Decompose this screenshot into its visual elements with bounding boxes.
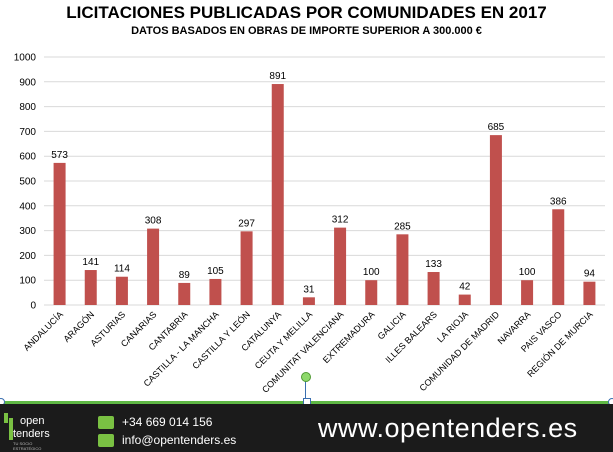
- bar: [209, 278, 222, 305]
- bar: [396, 234, 409, 305]
- bar: [489, 135, 502, 305]
- bar: [583, 281, 596, 305]
- y-tick-label: 600: [19, 152, 36, 163]
- bar: [178, 282, 191, 305]
- bar: [521, 280, 534, 305]
- rotate-handle[interactable]: [301, 372, 311, 382]
- footer-banner: open tenders TU SOCIO ESTRATÉGICO +34 66…: [0, 404, 613, 452]
- data-label: 94: [584, 269, 596, 280]
- opentenders-logo: open tenders TU SOCIO ESTRATÉGICO: [4, 409, 50, 451]
- data-label: 31: [303, 284, 315, 295]
- data-label: 114: [114, 264, 130, 275]
- y-tick-label: 100: [19, 276, 36, 287]
- bar: [365, 280, 378, 305]
- data-label: 312: [332, 215, 349, 226]
- data-label: 285: [394, 221, 411, 232]
- phone-icon: [98, 416, 114, 429]
- bar-chart: 0 100 200 300 400 500 600 700 800 900 1000 573 141 1…: [14, 53, 605, 395]
- y-tick-label: 400: [19, 201, 36, 212]
- data-label: 133: [425, 259, 442, 270]
- rotate-handle-stem: [305, 381, 306, 398]
- grid-lines: [44, 56, 605, 306]
- y-axis-ticks: 0 100 200 300 400 500 600 700 800 900 1000: [14, 53, 37, 312]
- x-tick-label: ANDALUCÍA: [21, 309, 64, 352]
- bar: [427, 272, 440, 305]
- bar: [302, 297, 315, 305]
- phone-number: +34 669 014 156: [122, 415, 213, 429]
- bar: [271, 84, 284, 305]
- chart-subtitle: DATOS BASADOS EN OBRAS DE IMPORTE SUPERI…: [131, 25, 482, 37]
- data-labels: 573 141 114 308 89 105 297 891 31 312 100 285 133 42 6…: [51, 71, 595, 295]
- data-label: 308: [145, 216, 162, 227]
- data-label: 297: [238, 218, 255, 229]
- x-tick-label: GALICIA: [376, 309, 408, 341]
- y-tick-label: 1000: [14, 53, 37, 64]
- y-tick-label: 900: [19, 77, 36, 88]
- bar: [53, 162, 66, 305]
- logo-tagline: TU SOCIO ESTRATÉGICO: [13, 441, 42, 451]
- data-label: 141: [82, 257, 99, 268]
- chart-title: LICITACIONES PUBLICADAS POR COMUNIDADES …: [66, 3, 547, 22]
- logo-text-open: open: [20, 415, 45, 427]
- bar: [334, 227, 347, 305]
- x-tick-label: CEUTA Y MELILLA: [253, 309, 315, 371]
- data-label: 891: [269, 71, 286, 82]
- bar: [84, 270, 97, 305]
- bar: [115, 276, 128, 305]
- website-url: www.opentenders.es: [318, 413, 578, 443]
- bar: [552, 209, 565, 305]
- logo-text-tenders: tenders: [13, 428, 50, 440]
- data-label: 105: [207, 266, 224, 277]
- data-label: 89: [179, 270, 191, 281]
- y-tick-label: 300: [19, 226, 36, 237]
- email-icon: [98, 434, 114, 447]
- y-tick-label: 800: [19, 102, 36, 113]
- bar: [147, 228, 160, 305]
- bars: [53, 84, 596, 305]
- data-label: 386: [550, 196, 567, 207]
- x-axis-ticks: ANDALUCÍAARAGÓNASTURIASCANARIASCANTABRIA…: [21, 309, 594, 395]
- data-label: 42: [459, 282, 471, 293]
- bar: [458, 294, 471, 305]
- y-tick-label: 0: [30, 301, 36, 312]
- email-address: info@opentenders.es: [122, 433, 237, 447]
- y-tick-label: 200: [19, 251, 36, 262]
- y-tick-label: 500: [19, 177, 36, 188]
- data-label: 100: [363, 267, 380, 278]
- x-tick-label: CASTILLA Y LEÓN: [190, 309, 252, 371]
- y-tick-label: 700: [19, 127, 36, 138]
- chart-area: LICITACIONES PUBLICADAS POR COMUNIDADES …: [13, 3, 605, 395]
- data-label: 573: [51, 150, 68, 161]
- bar: [240, 231, 253, 305]
- data-label: 100: [519, 267, 536, 278]
- data-label: 685: [488, 122, 505, 133]
